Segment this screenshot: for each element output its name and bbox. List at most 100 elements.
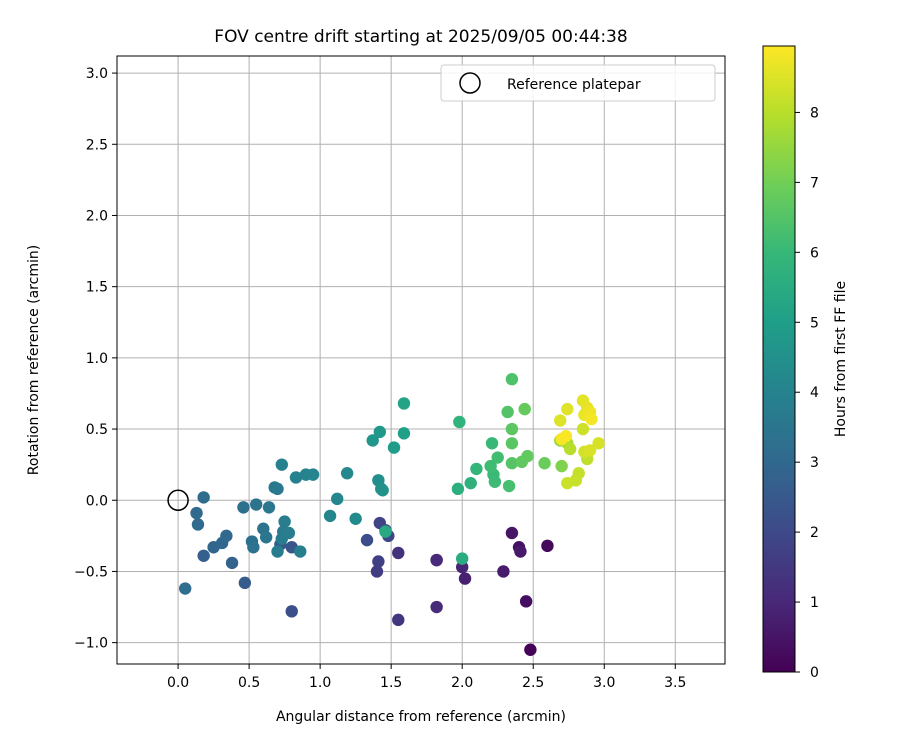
- scatter-point: [559, 429, 573, 443]
- colorbar-ticks: 0 1 2 3 4 5 6 7 8: [795, 105, 819, 681]
- scatter-point: [178, 582, 192, 595]
- x-tick-label: 3.0: [593, 675, 615, 691]
- scatter-point: [323, 509, 337, 523]
- scatter-point: [576, 422, 590, 436]
- colorbar-gradient: [762, 45, 796, 673]
- x-axis-ticks: 0.0 0.5 1.0 1.5 2.0 2.5 3.0 3.5: [167, 664, 686, 691]
- scatter-point: [563, 442, 577, 456]
- x-tick-label: 0.5: [238, 675, 260, 691]
- scatter-point: [470, 462, 483, 476]
- scatter-point: [366, 434, 379, 447]
- scatter-point: [372, 555, 385, 568]
- scatter-point: [262, 501, 276, 514]
- scatter-point: [250, 498, 263, 511]
- scatter-point: [518, 402, 531, 416]
- scatter-point: [585, 412, 598, 426]
- scatter-point: [505, 457, 519, 470]
- scatter-point: [455, 560, 469, 574]
- scatter-point: [225, 556, 239, 570]
- colorbar-tick-label: 2: [810, 525, 819, 541]
- scatter-point: [397, 397, 411, 410]
- scatter-point: [521, 449, 534, 463]
- y-tick-label: 3.0: [86, 66, 108, 82]
- colorbar-tick-label: 5: [810, 315, 819, 331]
- scatter-point: [484, 459, 497, 473]
- scatter-point: [488, 475, 502, 488]
- y-axis-ticks: −1.0 −0.5 0.0 0.5 1.0 1.5 2.0 2.5 3.0: [74, 66, 117, 652]
- scatter-point: [519, 595, 533, 608]
- scatter-point: [583, 444, 597, 457]
- scatter-point: [197, 549, 210, 562]
- scatter-point: [505, 526, 519, 540]
- scatter-point: [373, 425, 387, 439]
- x-tick-label: 1.5: [380, 675, 402, 691]
- y-tick-label: 0.5: [86, 422, 108, 438]
- legend: Reference platepar: [440, 64, 716, 102]
- data-points: [178, 373, 605, 656]
- scatter-point: [340, 466, 354, 480]
- scatter-point: [464, 476, 477, 490]
- scatter-point: [289, 471, 303, 484]
- x-tick-label: 2.5: [522, 675, 544, 691]
- legend-marker: [459, 72, 481, 94]
- y-axis-title: Rotation from reference (arcmin): [26, 245, 42, 475]
- scatter-point: [238, 576, 252, 590]
- scatter-point: [191, 518, 205, 531]
- colorbar: 0 1 2 3 4 5 6 7 8 Hours from first FF file: [762, 45, 849, 681]
- scatter-point: [220, 529, 233, 543]
- scatter-point: [379, 525, 392, 538]
- scatter-point: [392, 546, 405, 560]
- colorbar-tick-label: 7: [810, 175, 819, 191]
- legend-label: Reference platepar: [507, 77, 641, 93]
- grid-lines: [117, 56, 725, 664]
- chart-title: FOV centre drift starting at 2025/09/05 …: [214, 27, 627, 47]
- scatter-point: [538, 457, 551, 470]
- scatter-point: [237, 501, 250, 514]
- y-tick-label: −0.5: [74, 564, 108, 580]
- colorbar-label: Hours from first FF file: [833, 281, 849, 437]
- y-tick-label: 1.0: [86, 351, 108, 367]
- scatter-point: [541, 539, 554, 553]
- scatter-point: [271, 482, 284, 496]
- scatter-point: [502, 479, 516, 493]
- reference-marker: [167, 489, 189, 512]
- scatter-point: [514, 545, 527, 558]
- y-tick-label: 1.5: [86, 280, 108, 296]
- x-tick-label: 2.0: [451, 675, 473, 691]
- scatter-point: [451, 482, 465, 496]
- y-tick-label: 2.5: [86, 137, 108, 153]
- scatter-point: [505, 422, 519, 436]
- scatter-point: [397, 427, 411, 440]
- colorbar-tick-label: 8: [810, 105, 819, 121]
- scatter-point: [555, 459, 568, 473]
- scatter-point: [387, 441, 401, 454]
- x-axis-title: Angular distance from reference (arcmin): [276, 709, 566, 725]
- scatter-point: [458, 572, 472, 585]
- scatter-point: [524, 643, 537, 656]
- scatter-point: [430, 553, 443, 567]
- colorbar-tick-label: 1: [810, 595, 819, 611]
- legend-box: [440, 64, 716, 102]
- scatter-point: [247, 541, 260, 554]
- scatter-point: [430, 600, 443, 614]
- scatter-point: [554, 414, 567, 427]
- scatter-point: [485, 437, 499, 450]
- scatter-point: [505, 373, 519, 386]
- scatter-point: [259, 531, 273, 544]
- scatter-point: [271, 545, 284, 558]
- scatter-point: [592, 437, 605, 450]
- scatter-point: [349, 512, 362, 525]
- colorbar-tick-label: 4: [810, 385, 819, 401]
- scatter-point: [453, 415, 466, 429]
- scatter-point: [392, 613, 405, 627]
- scatter-point: [197, 491, 210, 504]
- colorbar-tick-label: 3: [810, 455, 819, 471]
- scatter-point: [275, 458, 288, 471]
- scatter-point: [330, 492, 344, 506]
- y-tick-label: 2.0: [86, 208, 108, 224]
- scatter-point: [491, 451, 504, 464]
- scatter-point: [294, 545, 307, 558]
- y-tick-label: −1.0: [74, 636, 108, 652]
- scatter-point: [306, 468, 320, 481]
- scatter-point: [190, 506, 203, 520]
